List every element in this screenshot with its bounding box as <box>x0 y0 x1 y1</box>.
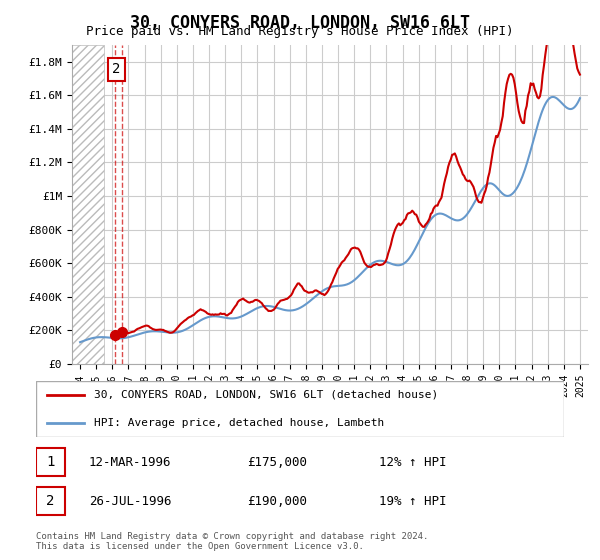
FancyBboxPatch shape <box>36 448 65 476</box>
Text: 30, CONYERS ROAD, LONDON, SW16 6LT (detached house): 30, CONYERS ROAD, LONDON, SW16 6LT (deta… <box>94 390 439 400</box>
Text: 12% ↑ HPI: 12% ↑ HPI <box>379 455 446 469</box>
Text: 30, CONYERS ROAD, LONDON, SW16 6LT: 30, CONYERS ROAD, LONDON, SW16 6LT <box>130 14 470 32</box>
Text: 1: 1 <box>46 455 55 469</box>
Bar <box>72 45 104 364</box>
Text: 2: 2 <box>112 62 121 76</box>
Text: Contains HM Land Registry data © Crown copyright and database right 2024.
This d: Contains HM Land Registry data © Crown c… <box>36 532 428 552</box>
FancyBboxPatch shape <box>36 487 65 515</box>
FancyBboxPatch shape <box>36 381 564 437</box>
Text: Price paid vs. HM Land Registry's House Price Index (HPI): Price paid vs. HM Land Registry's House … <box>86 25 514 38</box>
Text: 26-JUL-1996: 26-JUL-1996 <box>89 494 172 508</box>
Text: 2: 2 <box>46 494 55 508</box>
Text: 19% ↑ HPI: 19% ↑ HPI <box>379 494 446 508</box>
Text: £190,000: £190,000 <box>247 494 307 508</box>
Text: HPI: Average price, detached house, Lambeth: HPI: Average price, detached house, Lamb… <box>94 418 385 428</box>
Text: 12-MAR-1996: 12-MAR-1996 <box>89 455 172 469</box>
Text: £175,000: £175,000 <box>247 455 307 469</box>
